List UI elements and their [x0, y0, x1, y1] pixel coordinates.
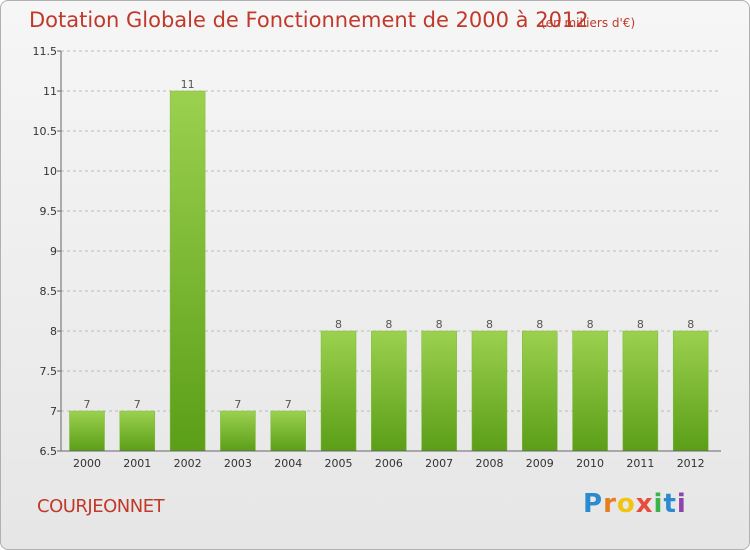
x-tick-label: 2003: [224, 457, 252, 470]
y-tick-label: 10.5: [33, 125, 58, 138]
y-tick-label: 8: [50, 325, 57, 338]
y-tick-label: 11: [43, 85, 57, 98]
bar-2001: [119, 410, 156, 452]
chart-subtitle: (en milliers d'€): [541, 16, 636, 30]
y-tick-label: 7: [50, 405, 57, 418]
x-tick-label: 2000: [73, 457, 101, 470]
bar-value-label: 8: [385, 318, 392, 331]
y-tick-label: 7.5: [40, 365, 58, 378]
bar-value-label: 8: [436, 318, 443, 331]
x-tick-label: 2002: [174, 457, 202, 470]
bars: [69, 90, 709, 452]
bar-2003: [220, 410, 256, 452]
chart-title: Dotation Globale de Fonctionnement de 20…: [29, 8, 589, 32]
bar-value-label: 8: [687, 318, 694, 331]
bar-value-label: 8: [637, 318, 644, 331]
x-tick-label: 2008: [475, 457, 503, 470]
bar-value-label: 8: [587, 318, 594, 331]
x-tick-label: 2005: [325, 457, 353, 470]
bar-value-label: 7: [84, 398, 91, 411]
bar-value-label: 8: [536, 318, 543, 331]
bar-value-label: 7: [234, 398, 241, 411]
x-tick-label: 2001: [123, 457, 151, 470]
bar-value-label: 8: [335, 318, 342, 331]
x-tick-label: 2009: [526, 457, 554, 470]
bar-value-label: 7: [285, 398, 292, 411]
bar-2004: [270, 410, 306, 452]
y-tick-label: 8.5: [40, 285, 58, 298]
bar-2009: [522, 330, 558, 452]
bar-2006: [371, 330, 407, 452]
labels: 6.5 7 7.5 8 8.5 9 9.5 10 10.5 11 11.5 7 2000 7 2001 11 2…: [33, 45, 705, 470]
bar-2010: [572, 330, 608, 452]
y-tick-label: 6.5: [40, 445, 58, 458]
x-tick-label: 2004: [274, 457, 302, 470]
y-tick-label: 9.5: [40, 205, 58, 218]
x-tick-label: 2007: [425, 457, 453, 470]
bar-2012: [672, 330, 709, 452]
bar-2000: [69, 410, 105, 452]
bar-2005: [320, 330, 357, 452]
axes: [57, 50, 721, 452]
bar-value-label: 8: [486, 318, 493, 331]
x-tick-label: 2010: [576, 457, 604, 470]
x-tick-label: 2011: [626, 457, 654, 470]
y-tick-label: 9: [50, 245, 57, 258]
bar-2011: [622, 330, 659, 452]
x-tick-label: 2006: [375, 457, 403, 470]
y-tick-label: 11.5: [33, 45, 58, 58]
bar-value-label: 7: [134, 398, 141, 411]
y-tick-label: 10: [43, 165, 57, 178]
bar-2007: [421, 330, 457, 452]
bar-2008: [471, 330, 508, 452]
bar-value-label: 11: [181, 78, 195, 91]
commune-name: COURJEONNET: [37, 496, 165, 517]
proxiti-logo[interactable]: Proxiti: [583, 489, 687, 519]
bar-2002: [169, 90, 206, 452]
x-tick-label: 2012: [677, 457, 705, 470]
